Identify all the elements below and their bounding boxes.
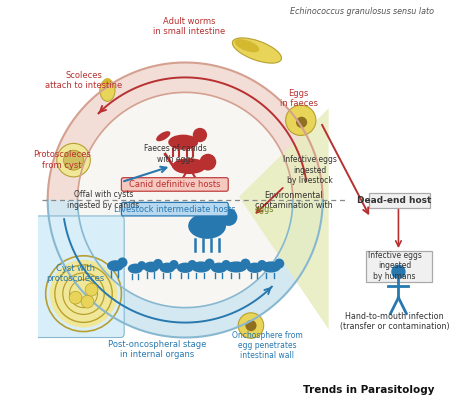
Text: Faeces of canids
with eggs: Faeces of canids with eggs [144, 144, 207, 164]
Circle shape [221, 260, 231, 269]
Circle shape [50, 260, 118, 328]
Ellipse shape [246, 262, 264, 273]
Text: Dead-end host: Dead-end host [357, 196, 432, 205]
Ellipse shape [156, 131, 170, 141]
Text: Environmental
contamination with: Environmental contamination with [255, 191, 333, 210]
Circle shape [391, 264, 406, 279]
Ellipse shape [188, 213, 226, 239]
Circle shape [169, 260, 179, 269]
Wedge shape [48, 62, 323, 200]
Ellipse shape [100, 80, 115, 101]
Circle shape [137, 261, 146, 270]
Ellipse shape [128, 264, 143, 274]
Circle shape [153, 259, 163, 268]
Circle shape [188, 260, 197, 269]
Text: Canid definitive hosts: Canid definitive hosts [129, 180, 221, 189]
Circle shape [240, 258, 250, 269]
Circle shape [69, 291, 82, 304]
Text: eggs: eggs [254, 205, 273, 214]
Ellipse shape [232, 38, 282, 63]
Circle shape [78, 92, 293, 308]
Text: Protoscoleces
from cyst: Protoscoleces from cyst [33, 150, 91, 170]
Text: Onchosphere from
egg penetrates
intestinal wall: Onchosphere from egg penetrates intestin… [231, 330, 302, 360]
Ellipse shape [261, 261, 281, 272]
Ellipse shape [177, 262, 193, 273]
FancyBboxPatch shape [366, 251, 431, 282]
Circle shape [118, 258, 128, 268]
Circle shape [296, 117, 307, 128]
Circle shape [193, 128, 207, 142]
Circle shape [57, 143, 91, 177]
Ellipse shape [159, 262, 175, 273]
Text: Infective eggs
ingested
by livestock: Infective eggs ingested by livestock [283, 155, 337, 185]
Text: Hand-to-mouth infection
(transfer or contamination): Hand-to-mouth infection (transfer or con… [340, 312, 449, 331]
Circle shape [200, 154, 216, 170]
Circle shape [257, 260, 267, 269]
Text: Eggs
in faeces: Eggs in faeces [280, 89, 318, 108]
Text: Trends in Parasitology: Trends in Parasitology [303, 385, 434, 395]
FancyBboxPatch shape [369, 193, 430, 208]
Circle shape [246, 320, 256, 331]
Circle shape [238, 313, 264, 338]
Ellipse shape [225, 261, 247, 272]
Circle shape [85, 283, 98, 296]
Ellipse shape [143, 262, 159, 272]
FancyBboxPatch shape [35, 216, 124, 338]
FancyBboxPatch shape [121, 178, 228, 191]
Circle shape [220, 208, 237, 226]
Polygon shape [239, 108, 328, 330]
Circle shape [274, 258, 284, 269]
Text: Cyst with
protoscoleces: Cyst with protoscoleces [46, 264, 105, 284]
Circle shape [286, 105, 316, 136]
Ellipse shape [235, 39, 259, 52]
Text: Offal with cysts
ingested by canids: Offal with cysts ingested by canids [67, 190, 139, 210]
Ellipse shape [107, 260, 124, 271]
Circle shape [64, 150, 83, 170]
Wedge shape [48, 200, 323, 338]
Circle shape [204, 258, 215, 269]
Text: Infective eggs
ingested
by humans: Infective eggs ingested by humans [367, 251, 421, 281]
Text: Post-oncospheral stage
in internal organs: Post-oncospheral stage in internal organ… [108, 340, 207, 359]
Text: Scoleces
attach to intestine: Scoleces attach to intestine [45, 71, 122, 90]
Text: Echinococcus granulosus sensu lato: Echinococcus granulosus sensu lato [290, 7, 434, 16]
Circle shape [81, 295, 94, 308]
Ellipse shape [191, 261, 211, 272]
Text: Livestock intermediate hosts: Livestock intermediate hosts [114, 205, 236, 214]
Text: Adult worms
in small intestine: Adult worms in small intestine [153, 17, 225, 36]
Ellipse shape [210, 262, 228, 273]
Ellipse shape [168, 135, 198, 150]
FancyBboxPatch shape [121, 202, 228, 216]
Ellipse shape [172, 158, 206, 174]
Ellipse shape [103, 78, 112, 87]
